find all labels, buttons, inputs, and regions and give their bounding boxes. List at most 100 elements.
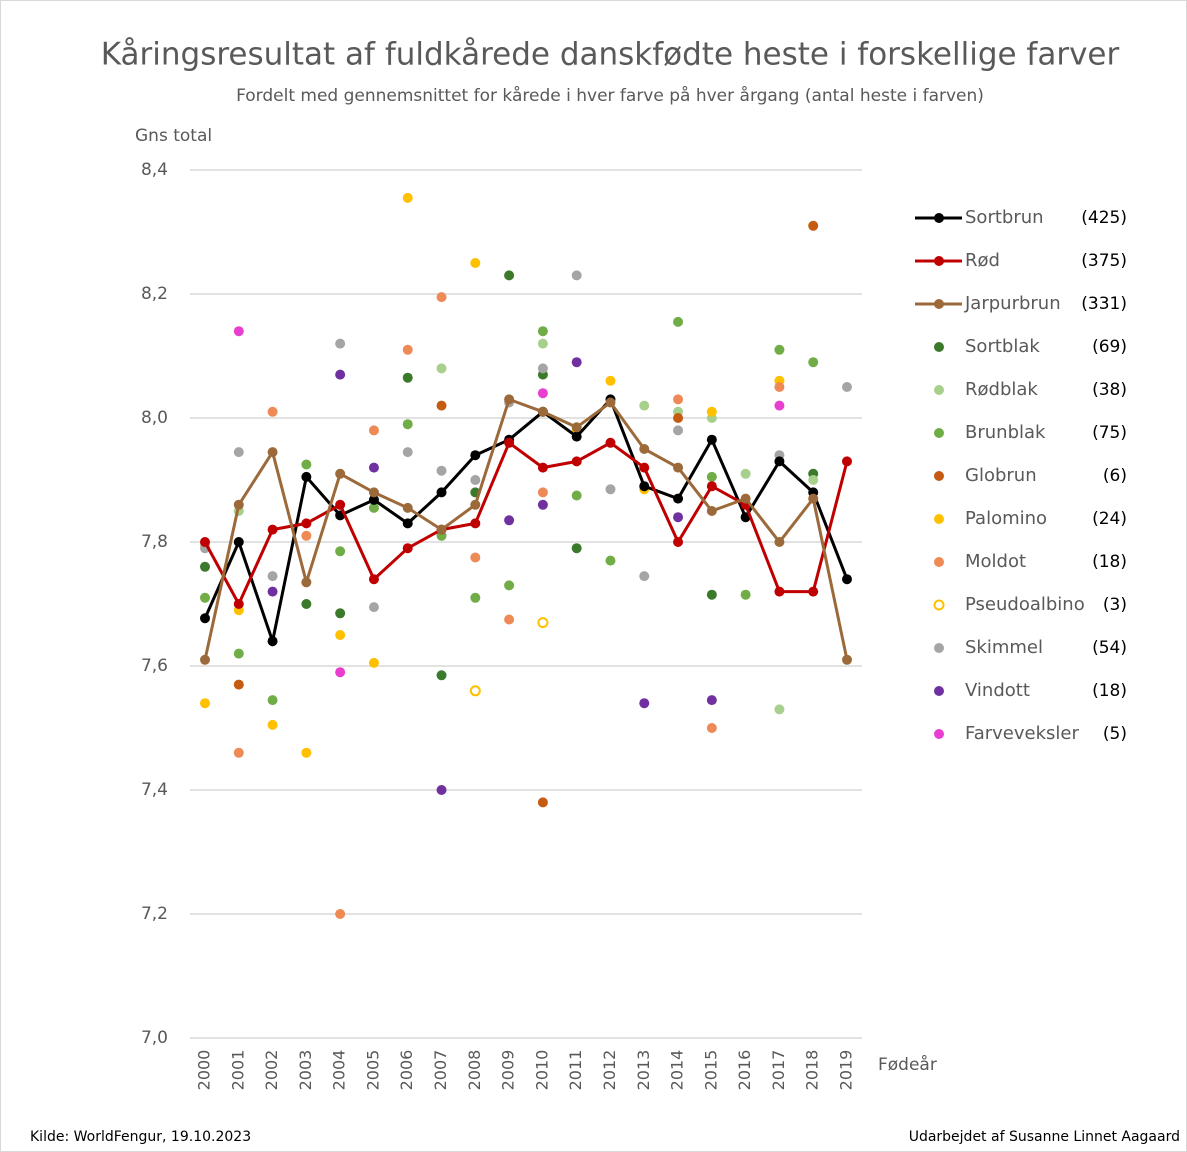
y-tick-label: 8,4	[141, 160, 168, 180]
point	[706, 471, 717, 482]
legend-label: Sortbrun	[965, 207, 1044, 228]
point	[402, 192, 413, 203]
y-tick-label: 7,0	[141, 1028, 168, 1048]
x-axis-label: Fødeår	[878, 1054, 937, 1075]
point	[200, 537, 210, 547]
point	[335, 608, 346, 619]
point	[504, 394, 515, 405]
point	[774, 382, 785, 392]
source: Kilde: WorldFengur, 19.10.2023	[30, 1129, 251, 1145]
point	[470, 475, 481, 485]
point	[537, 462, 548, 473]
legend-count: (18)	[1092, 552, 1127, 572]
point	[571, 422, 582, 433]
point	[808, 475, 819, 485]
x-tick-label: 2012	[600, 1050, 619, 1091]
point	[368, 487, 379, 498]
x-tick-label: 2015	[701, 1050, 720, 1091]
x-tick-label: 2013	[634, 1050, 653, 1091]
legend-label: Rødblak	[965, 379, 1038, 400]
point	[537, 388, 548, 399]
legend-count: (75)	[1092, 423, 1127, 443]
point	[673, 493, 684, 504]
legend-count: (5)	[1103, 724, 1127, 744]
legend-count: (331)	[1081, 294, 1127, 314]
legend-count: (54)	[1092, 638, 1127, 658]
point	[673, 512, 684, 523]
point	[639, 462, 650, 473]
y-tick-label: 8,2	[141, 284, 168, 304]
point	[436, 524, 447, 535]
point	[537, 617, 549, 629]
point	[470, 258, 481, 268]
series-line	[203, 397, 849, 661]
x-tick-label: 2014	[668, 1050, 687, 1091]
point	[504, 614, 515, 625]
legend-marker	[934, 256, 944, 266]
y-axis-label: Gns total	[135, 126, 212, 146]
point	[402, 447, 413, 458]
point	[673, 462, 684, 473]
point	[200, 561, 210, 572]
legend-marker	[934, 514, 944, 524]
point	[706, 434, 717, 445]
point	[842, 574, 852, 585]
x-tick-label: 2009	[499, 1050, 518, 1091]
legend-marker	[934, 686, 944, 696]
point	[808, 357, 819, 368]
point	[436, 785, 447, 795]
point	[267, 719, 278, 730]
point	[571, 543, 582, 554]
legend-marker	[934, 428, 944, 438]
point	[470, 450, 481, 461]
x-tick-label: 2017	[769, 1050, 788, 1091]
y-tick-label: 7,4	[141, 780, 168, 800]
x-tick-label: 2008	[465, 1050, 484, 1091]
point	[402, 502, 413, 513]
point	[774, 704, 785, 715]
point	[504, 270, 515, 281]
legend-count: (375)	[1081, 251, 1127, 271]
point	[842, 382, 852, 392]
legend-label: Brunblak	[965, 422, 1046, 443]
point	[200, 592, 210, 603]
point	[639, 444, 650, 454]
x-tick-label: 2010	[532, 1050, 551, 1091]
x-tick-label: 2004	[330, 1050, 349, 1091]
point	[233, 648, 244, 659]
y-tick-label: 7,6	[141, 656, 168, 676]
point	[301, 459, 312, 470]
point	[470, 552, 481, 563]
point	[402, 518, 413, 529]
chart-subtitle: Fordelt med gennemsnittet for kårede i h…	[236, 85, 984, 106]
x-tick-label: 2007	[431, 1050, 450, 1091]
point	[436, 465, 447, 476]
point	[301, 577, 312, 588]
point	[639, 571, 650, 582]
point	[774, 537, 785, 547]
point	[233, 679, 244, 690]
point	[368, 602, 379, 613]
point	[639, 698, 650, 709]
chart-title: Kåringsresultat af fuldkårede danskfødte…	[101, 37, 1120, 73]
point	[706, 723, 717, 733]
point	[673, 316, 684, 327]
point	[774, 344, 785, 355]
series-line	[203, 396, 849, 647]
y-tick-label: 7,8	[141, 532, 168, 552]
point	[335, 338, 346, 349]
legend-marker	[934, 342, 944, 352]
point	[639, 400, 650, 411]
point	[673, 413, 684, 423]
point	[402, 344, 413, 355]
legend-label: Rød	[965, 250, 1000, 271]
point	[537, 406, 548, 417]
point	[233, 599, 244, 609]
point	[368, 657, 379, 668]
point	[267, 695, 278, 706]
point	[537, 487, 548, 498]
legend-count: (3)	[1103, 595, 1127, 615]
point	[605, 555, 616, 566]
point	[808, 586, 819, 597]
